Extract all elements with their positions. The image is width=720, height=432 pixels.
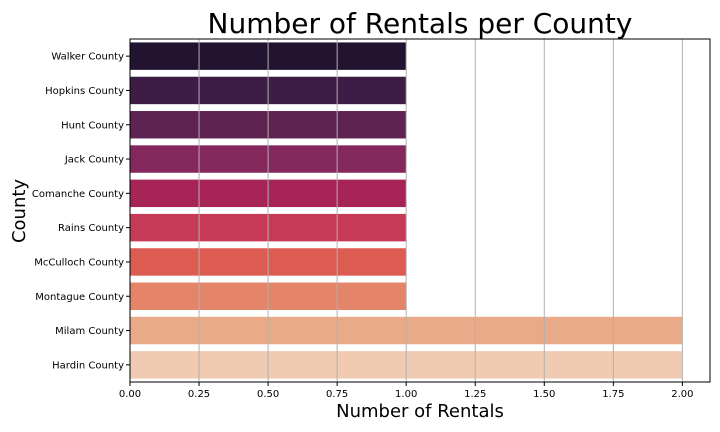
x-tick-label: 0.50: [257, 389, 279, 400]
y-tick-label: Milam County: [55, 326, 124, 337]
y-tick-label: McCulloch County: [34, 257, 124, 268]
x-tick-label: 0.00: [119, 389, 141, 400]
x-axis-label: Number of Rentals: [336, 401, 504, 422]
y-tick-label: Hardin County: [52, 360, 124, 371]
y-tick-label: Rains County: [58, 223, 124, 234]
x-tick-label: 1.25: [464, 389, 486, 400]
y-tick-label: Hopkins County: [45, 86, 124, 97]
x-tick-label: 0.75: [326, 389, 348, 400]
y-axis-ticks: Walker County Hopkins County Hunt County Ja…: [32, 52, 130, 371]
plot-area: Walker County Hopkins County Hunt County Ja…: [32, 38, 711, 400]
axes-frame: [129, 38, 711, 383]
x-tick-label: 0.25: [188, 389, 210, 400]
y-tick-label: Hunt County: [61, 120, 124, 131]
y-tick-label: Jack County: [64, 155, 124, 166]
chart-title: Number of Rentals per County: [208, 7, 633, 40]
y-tick-label: Montague County: [35, 292, 124, 303]
y-axis-label: County: [9, 179, 30, 243]
x-tick-label: 2.00: [671, 389, 693, 400]
y-tick-label: Walker County: [51, 52, 124, 63]
x-tick-label: 1.75: [602, 389, 624, 400]
y-tick-label: Comanche County: [32, 189, 124, 200]
x-tick-label: 1.50: [533, 389, 555, 400]
x-tick-label: 1.00: [395, 389, 417, 400]
x-axis-ticks: 0.00 0.25 0.50 0.75 1.00 1.25 1.50 1.75 2.00: [119, 382, 694, 400]
